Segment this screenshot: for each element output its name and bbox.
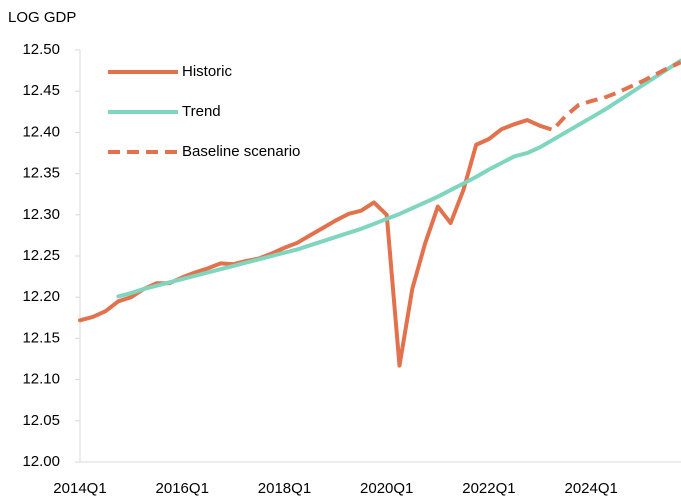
legend-label: Trend	[182, 103, 221, 120]
y-tick-label: 12.50	[22, 41, 60, 58]
series-line	[539, 60, 681, 132]
y-tick-label: 12.30	[22, 206, 60, 223]
legend-label: Historic	[182, 63, 233, 80]
series-line	[116, 58, 681, 299]
y-tick-label: 12.35	[22, 165, 60, 182]
y-tick-label: 12.05	[22, 412, 60, 429]
y-tick-label: 12.40	[22, 123, 60, 140]
series-line	[78, 118, 543, 368]
x-tick-label: 2018Q1	[258, 480, 311, 497]
y-tick-label: 12.45	[22, 82, 60, 99]
legend-label: Baseline scenario	[182, 143, 300, 160]
x-tick-label: 2024Q1	[565, 480, 618, 497]
x-tick-label: 2014Q1	[53, 480, 106, 497]
y-axis-label: LOG GDP	[8, 9, 76, 26]
y-tick-label: 12.15	[22, 329, 60, 346]
y-tick-label: 12.25	[22, 247, 60, 264]
x-tick-label: 2020Q1	[360, 480, 413, 497]
x-tick-label: 2022Q1	[462, 480, 515, 497]
y-tick-label: 12.20	[22, 288, 60, 305]
y-tick-label: 12.00	[22, 453, 60, 470]
y-tick-label: 12.10	[22, 371, 60, 388]
x-tick-label: 2016Q1	[156, 480, 209, 497]
